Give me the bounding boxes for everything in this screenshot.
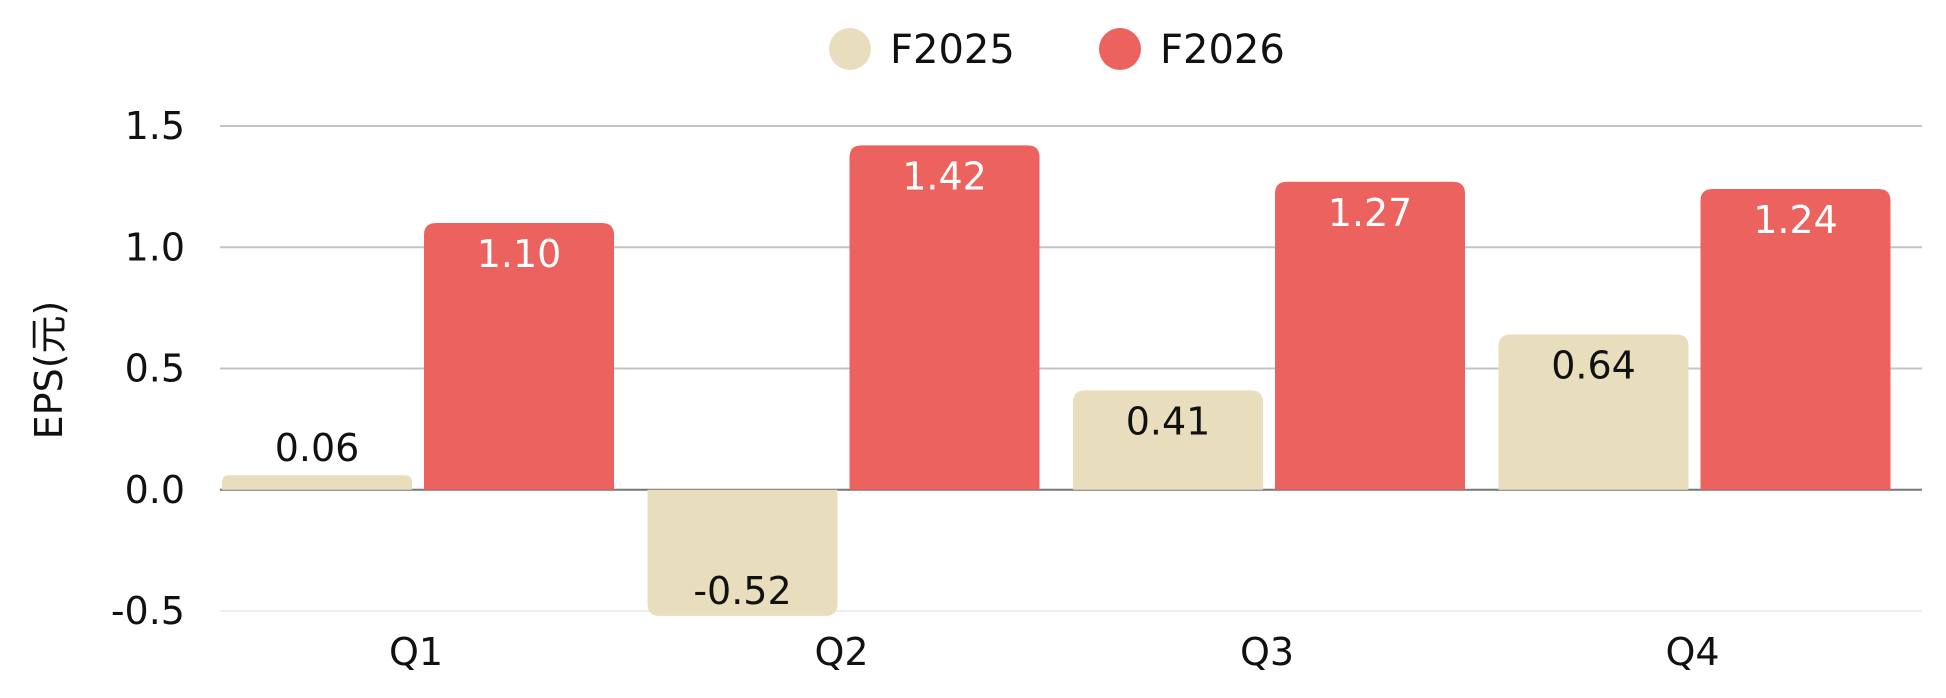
y-axis-label: EPS(元) — [27, 301, 71, 440]
legend-label: F2025 — [890, 27, 1015, 73]
legend-label: F2026 — [1160, 27, 1285, 73]
x-tick-label: Q3 — [1240, 630, 1294, 674]
y-tick-label: 0.0 — [125, 468, 185, 512]
data-label: 1.42 — [902, 154, 987, 198]
legend-swatch — [829, 28, 871, 70]
data-label: -0.52 — [693, 569, 791, 613]
y-tick-label: 1.0 — [125, 225, 185, 269]
x-tick-label: Q1 — [389, 630, 443, 674]
y-tick-label: -0.5 — [111, 589, 185, 633]
x-tick-labels: Q1 Q2 Q3 Q4 — [389, 630, 1720, 674]
bar-f2026-q1 — [424, 223, 614, 490]
y-tick-label: 0.5 — [125, 347, 185, 391]
bar-f2026-q2 — [849, 145, 1040, 490]
y-tick-label: 1.5 — [125, 104, 185, 148]
data-label: 0.64 — [1551, 344, 1636, 388]
bar-f2026-q4 — [1700, 189, 1891, 490]
y-tick-labels: -0.5 0.0 0.5 1.0 1.5 — [111, 104, 185, 633]
x-tick-label: Q4 — [1665, 630, 1719, 674]
legend-swatch — [1099, 28, 1141, 70]
bars — [222, 145, 1891, 616]
data-label: 0.06 — [275, 426, 360, 470]
x-tick-label: Q2 — [814, 630, 868, 674]
data-label: 0.41 — [1126, 399, 1211, 443]
bar-f2025-q2 — [647, 489, 838, 616]
legend: F2025 F2026 — [829, 27, 1285, 73]
data-label: 1.27 — [1328, 191, 1413, 235]
bar-f2026-q3 — [1275, 181, 1465, 490]
data-labels: 0.06 1.10 -0.52 1.42 0.41 1.27 0.64 1.24 — [275, 154, 1838, 612]
bar-f2025-q4 — [1498, 334, 1689, 490]
data-label: 1.24 — [1753, 198, 1838, 242]
bar-f2025-q3 — [1073, 390, 1263, 490]
data-label: 1.10 — [477, 232, 562, 276]
bar-f2025-q1 — [222, 475, 412, 490]
